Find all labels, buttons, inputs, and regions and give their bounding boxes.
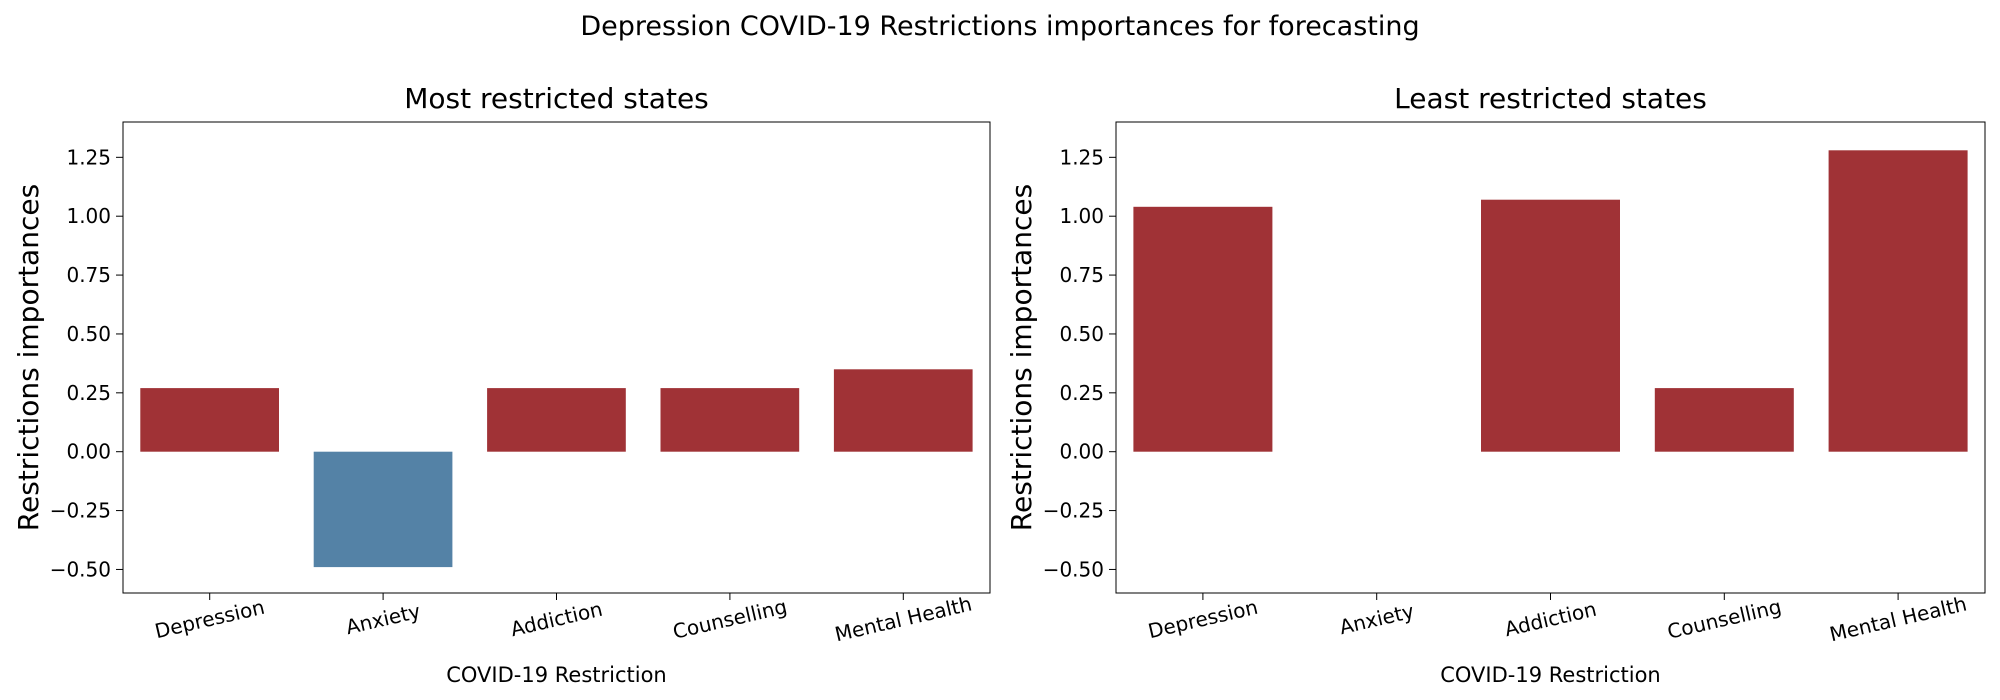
y-tick-label: 1.25 bbox=[66, 145, 111, 169]
y-tick-label: 0.25 bbox=[1059, 381, 1104, 405]
x-tick-label: Addiction bbox=[1502, 597, 1599, 641]
bar-depression bbox=[140, 388, 279, 452]
panel-least-restricted: Least restricted states −0.50 −0.25 0.00 0.2… bbox=[1005, 82, 1986, 687]
panel-title: Least restricted states bbox=[1394, 82, 1707, 115]
x-tick-label: Anxiety bbox=[344, 599, 423, 639]
panel-title: Most restricted states bbox=[404, 82, 709, 115]
x-axis-label: COVID-19 Restriction bbox=[446, 663, 667, 687]
bar-mental-health bbox=[833, 369, 973, 452]
axes-frame bbox=[122, 121, 991, 594]
x-tick-label: Depression bbox=[153, 595, 267, 644]
x-tick-label: Addiction bbox=[508, 597, 605, 641]
y-tick-label: 1.25 bbox=[1059, 145, 1104, 169]
bar-anxiety bbox=[313, 451, 453, 568]
y-tick-label: 0.00 bbox=[1059, 440, 1104, 464]
x-tick-label: Anxiety bbox=[1337, 599, 1416, 639]
bar-depression bbox=[1133, 206, 1273, 452]
y-tick-label: 0.00 bbox=[66, 440, 111, 464]
y-axis-label: Restrictions importances bbox=[1005, 184, 1038, 531]
y-tick-label: −0.25 bbox=[50, 499, 111, 523]
bar-addiction bbox=[487, 388, 626, 452]
figure-title: Depression COVID-19 Restrictions importa… bbox=[580, 11, 1419, 42]
y-tick-label: 1.00 bbox=[66, 204, 111, 228]
y-tick-label: −0.50 bbox=[50, 557, 111, 581]
y-tick-label: 0.50 bbox=[66, 322, 111, 346]
y-tick-label: 0.75 bbox=[66, 263, 111, 287]
y-tick-label: −0.25 bbox=[1043, 499, 1104, 523]
x-tick-label: Counselling bbox=[671, 594, 790, 644]
y-tick-label: 0.25 bbox=[66, 381, 111, 405]
bar-counselling bbox=[660, 388, 800, 452]
y-tick-label: 0.75 bbox=[1059, 263, 1104, 287]
y-tick-label: 0.50 bbox=[1059, 322, 1104, 346]
x-tick-label: Depression bbox=[1146, 595, 1260, 644]
x-axis-label: COVID-19 Restriction bbox=[1440, 663, 1661, 687]
y-tick-label: 1.00 bbox=[1059, 204, 1104, 228]
bar-addiction bbox=[1481, 199, 1620, 452]
x-tick-label: Counselling bbox=[1665, 594, 1784, 644]
y-axis-label: Restrictions importances bbox=[12, 184, 45, 531]
bar-counselling bbox=[1654, 388, 1794, 452]
panel-most-restricted: Most restricted states −0.50 −0.25 0.00 0.25… bbox=[12, 82, 991, 687]
bar-mental-health bbox=[1828, 150, 1968, 452]
y-tick-label: −0.50 bbox=[1043, 557, 1104, 581]
